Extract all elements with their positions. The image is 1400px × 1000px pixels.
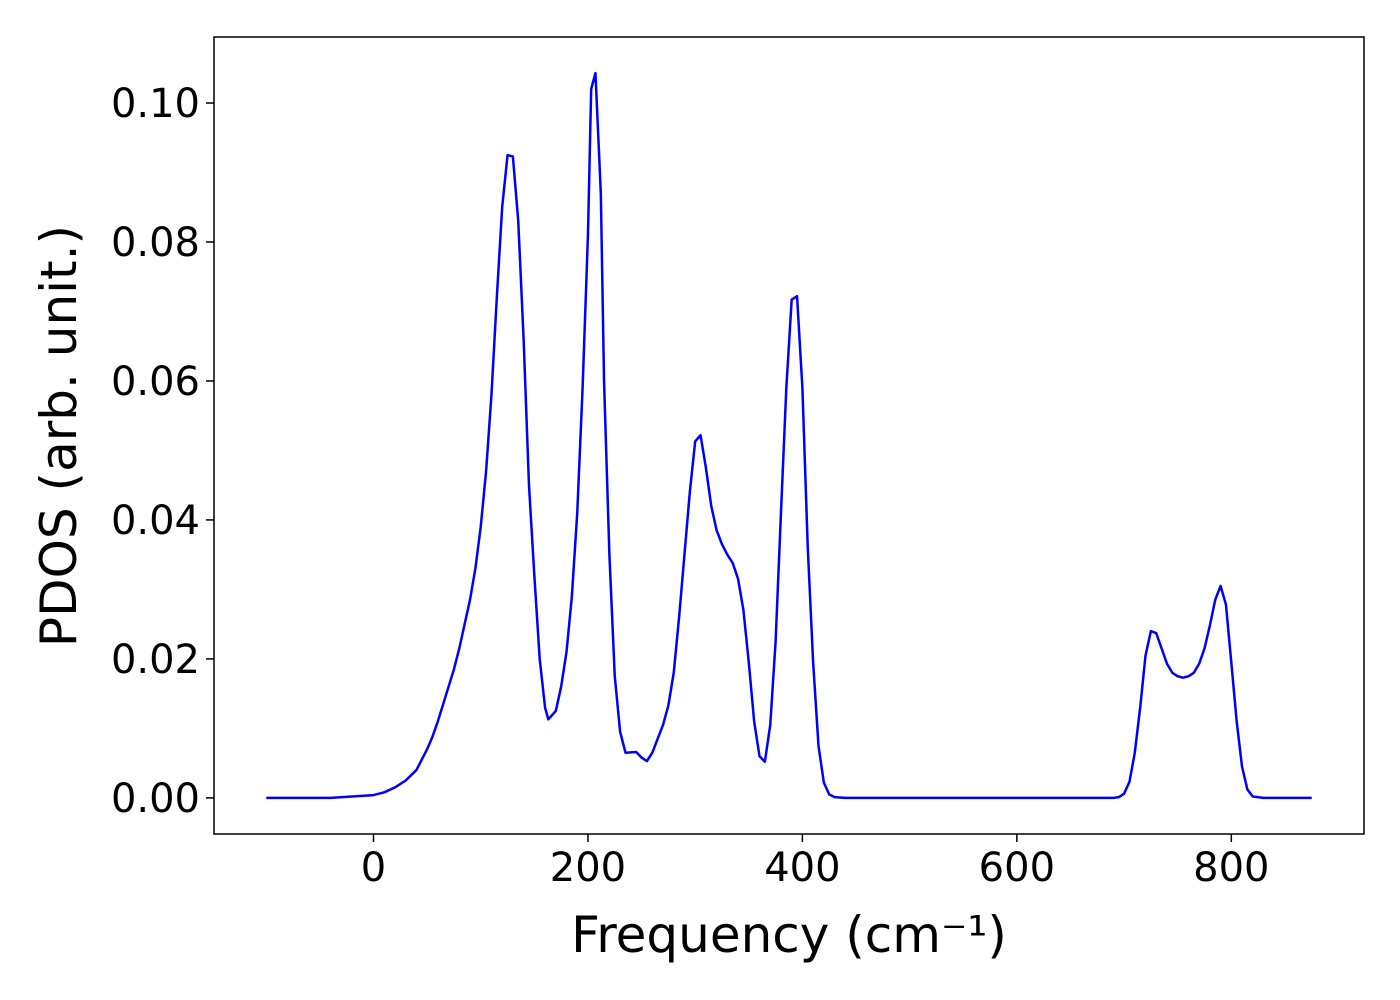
y-tick-label: 0.02 [111, 637, 200, 683]
y-tick-label: 0.04 [111, 498, 200, 544]
x-axis-label: Frequency (cm⁻¹) [571, 906, 1007, 964]
x-tick-label: 800 [1193, 845, 1269, 891]
plot-frame [213, 36, 1365, 835]
y-tick-label: 0.06 [111, 359, 200, 405]
y-axis-label: PDOS (arb. unit.) [30, 225, 88, 647]
data-line [266, 71, 1312, 800]
y-tick-label: 0.00 [111, 776, 200, 822]
y-tick-label: 0.10 [111, 81, 200, 127]
x-tick-label: 200 [550, 845, 626, 891]
x-tick-label: 400 [764, 845, 840, 891]
y-tick-label: 0.08 [111, 220, 200, 266]
x-tick-label: 600 [979, 845, 1055, 891]
x-tick-label: 0 [361, 845, 386, 891]
